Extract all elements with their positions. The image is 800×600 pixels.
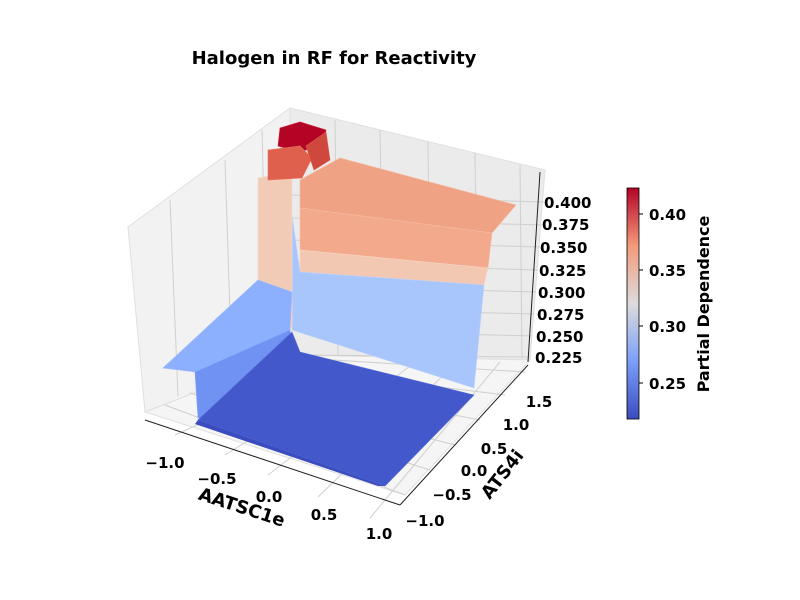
- x-tick-label: 1.0: [366, 525, 393, 543]
- z-ticks: 0.400 0.375 0.350 0.325 0.300 0.275 0.25…: [535, 194, 591, 367]
- y-axis-line: [399, 364, 529, 506]
- colorbar-tick-label: 0.25: [649, 375, 686, 393]
- x-tick-label: 0.0: [256, 488, 283, 506]
- colorbar-ticks: [639, 213, 643, 384]
- y-tick-label: −0.5: [432, 486, 471, 504]
- z-tick-label: 0.275: [537, 306, 584, 324]
- surface-corner-peak-front: [305, 131, 331, 171]
- z-tick-label: 0.400: [544, 194, 591, 212]
- colorbar-tick-label: 0.40: [649, 206, 686, 224]
- x-tick-label: −0.5: [197, 470, 236, 488]
- colorbar: [626, 187, 640, 420]
- x-axis-line: [144, 419, 401, 506]
- y-tick-label: −1.0: [405, 512, 444, 530]
- colorbar-label: Partial Dependence: [694, 215, 713, 392]
- surface-base: [197, 331, 475, 487]
- axis-lines: [144, 171, 541, 506]
- colorbar-tick-label: 0.30: [649, 318, 686, 336]
- z-tick-label: 0.300: [538, 284, 585, 302]
- x-tick-label: −1.0: [145, 454, 184, 472]
- y-tick-label: 1.5: [526, 393, 553, 411]
- z-tick-label: 0.350: [540, 239, 587, 257]
- z-tick-label: 0.225: [535, 349, 582, 367]
- x-ticks: −1.0 −0.5 0.0 0.5 1.0: [145, 454, 392, 543]
- surface-base-front-edge: [195, 420, 385, 486]
- z-tick-label: 0.375: [542, 216, 589, 234]
- surface-upper-plateau: [299, 157, 517, 234]
- surface: [162, 121, 517, 487]
- z-axis-line: [527, 171, 541, 363]
- x-tick-label: 0.5: [311, 506, 338, 524]
- y-tick-label: 0.5: [481, 440, 508, 458]
- z-tick-label: 0.250: [536, 328, 583, 346]
- chart-title: Halogen in RF for Reactivity: [192, 48, 477, 69]
- surface-low-step-top: [162, 279, 293, 373]
- surface-corner-peak-side: [267, 145, 313, 181]
- y-ticks: −1.0 −0.5 0.0 0.5 1.0 1.5: [405, 393, 552, 530]
- colorbar-tick-label: 0.35: [649, 262, 686, 280]
- z-tick-label: 0.325: [539, 262, 586, 280]
- y-tick-label: 0.0: [461, 462, 488, 480]
- y-tick-label: 1.0: [503, 416, 530, 434]
